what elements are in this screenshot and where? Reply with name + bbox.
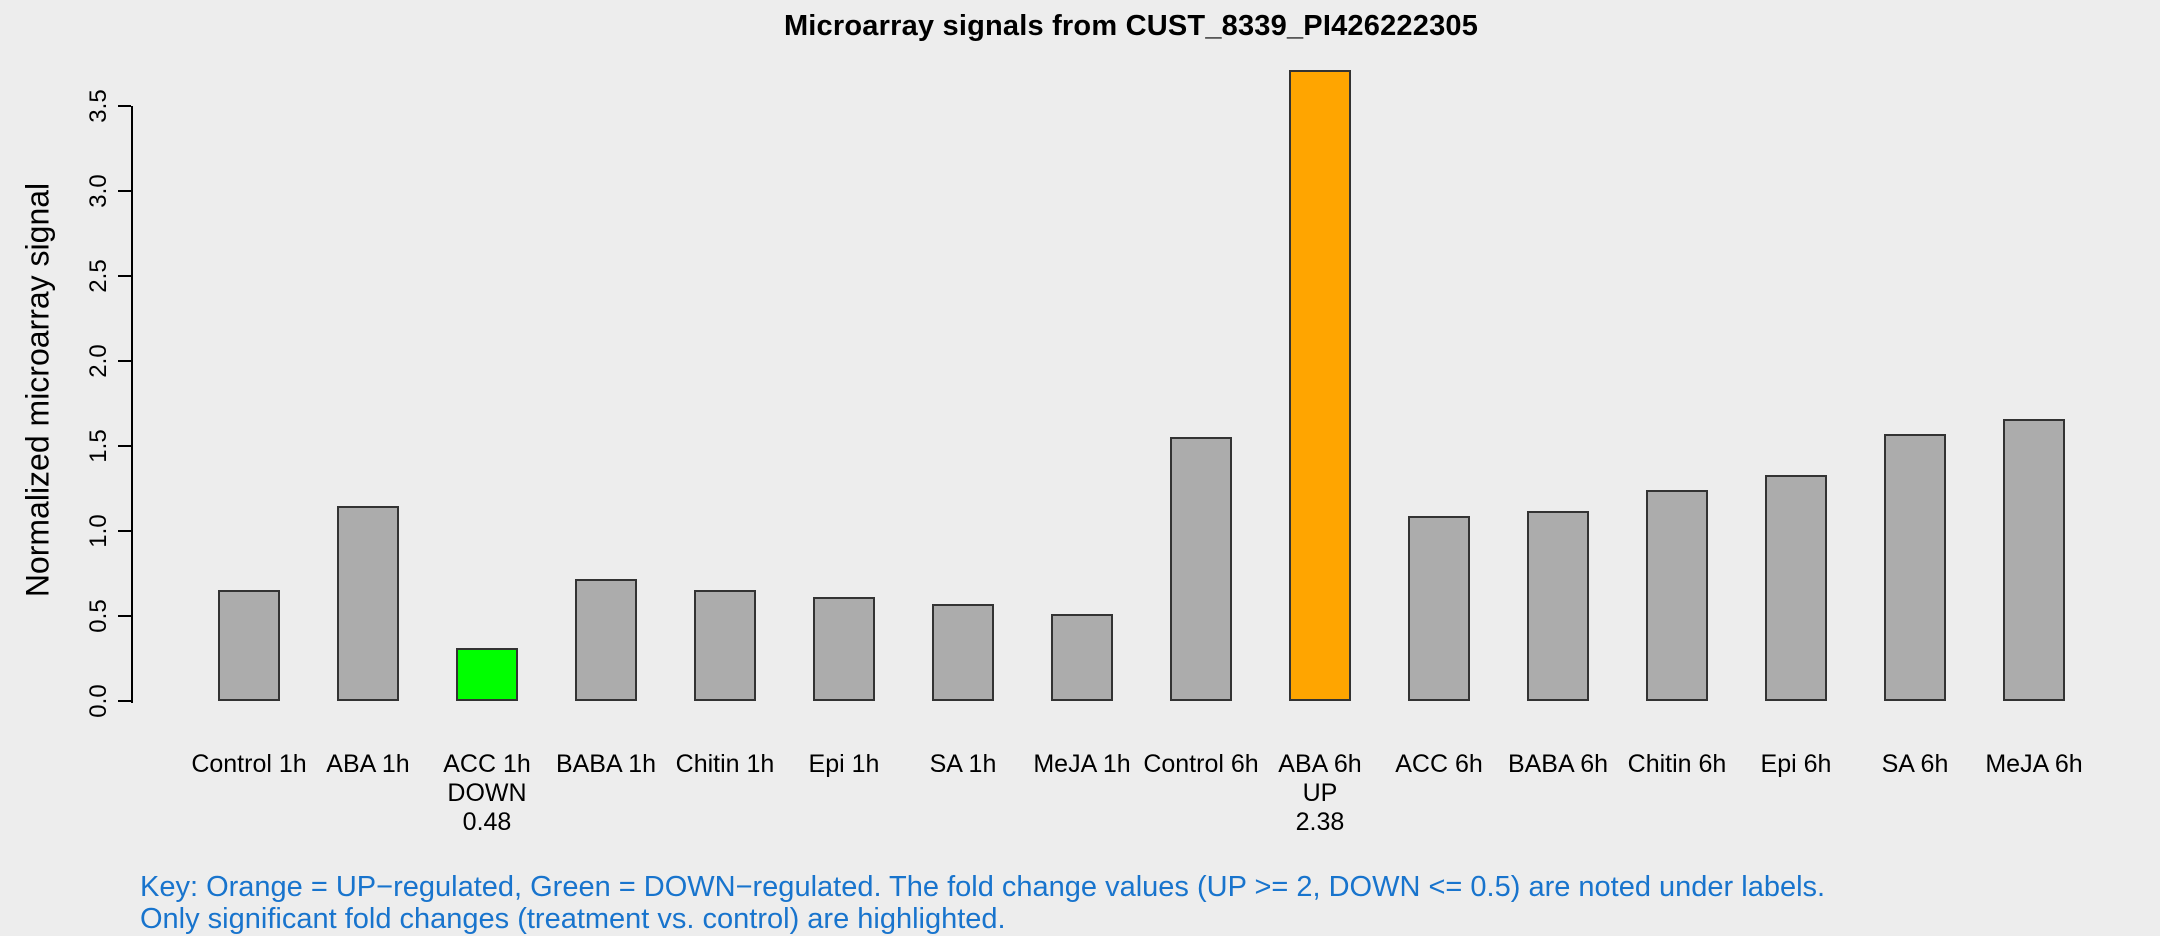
y-tick-mark [118,105,131,107]
x-label-text: BABA 1h [555,750,657,778]
x-label-chitin-6h: Chitin 6h [1628,750,1727,779]
x-label-text: ACC 1h [443,750,531,778]
x-label-control-1h: Control 1h [191,750,306,779]
bar-aba-1h [337,506,399,701]
x-label-text: MeJA 1h [1033,750,1131,778]
bar-sa-1h [932,604,994,701]
y-tick-mark [118,445,131,447]
x-label-acc-6h: ACC 6h [1395,750,1483,779]
x-label-text: BABA 6h [1507,750,1609,778]
x-label-aba-1h: ABA 1h [326,750,409,779]
x-label-text: ACC 6h [1395,750,1483,778]
regulation-direction-label: UP [1302,779,1338,807]
y-tick-label: 0.5 [85,599,112,633]
y-tick-mark [118,700,131,702]
x-label-text: ABA 6h [1278,750,1362,778]
bar-chitin-6h [1646,490,1708,701]
bar-meja-1h [1051,614,1113,701]
x-label-acc-1h: ACC 1h DOWN 0.48 [443,750,531,837]
x-label-text: ABA 1h [326,750,410,778]
y-tick-mark [118,360,131,362]
fold-change-value: 2.38 [1295,808,1345,836]
bar-baba-6h [1527,511,1589,701]
y-axis-title: Normalized microarray signal [19,182,56,598]
y-tick-label: 1.5 [85,429,112,463]
x-label-meja-1h: MeJA 1h [1033,750,1130,779]
x-label-control-6h: Control 6h [1143,750,1258,779]
y-tick-label: 3.5 [85,89,112,123]
chart-title: Microarray signals from CUST_8339_PI4262… [783,10,1479,42]
x-label-meja-6h: MeJA 6h [1985,750,2082,779]
x-label-text: Epi 1h [808,750,880,778]
chart-key-note: Key: Orange = UP−regulated, Green = DOWN… [140,871,1825,935]
x-label-baba-1h: BABA 1h [556,750,656,779]
bar-acc-6h [1408,516,1470,701]
y-tick-mark [118,275,131,277]
fold-change-value: 0.48 [462,808,512,836]
bar-control-1h [218,590,280,701]
y-tick-label: 2.5 [85,259,112,293]
bar-sa-6h [1884,434,1946,701]
bar-aba-6h [1289,70,1351,701]
x-label-text: Control 6h [1143,750,1259,778]
bar-meja-6h [2003,419,2065,701]
y-tick-label: 0.0 [85,684,112,718]
x-label-baba-6h: BABA 6h [1508,750,1608,779]
bar-control-6h [1170,437,1232,701]
bar-baba-1h [575,579,637,701]
bar-acc-1h [456,648,518,701]
x-label-sa-1h: SA 1h [930,750,997,779]
key-note-line1: Key: Orange = UP−regulated, Green = DOWN… [140,871,1826,903]
x-label-aba-6h: ABA 6h UP 2.38 [1278,750,1361,837]
x-label-sa-6h: SA 6h [1882,750,1949,779]
y-axis-line [131,106,133,703]
y-tick-label: 1.0 [85,514,112,548]
x-label-text: Control 1h [191,750,307,778]
bar-epi-1h [813,597,875,701]
x-label-epi-1h: Epi 1h [809,750,880,779]
x-label-text: SA 1h [929,750,997,778]
x-label-text: MeJA 6h [1985,750,2083,778]
x-label-text: Chitin 6h [1627,750,1727,778]
bar-epi-6h [1765,475,1827,701]
y-tick-mark [118,190,131,192]
x-label-text: Epi 6h [1760,750,1832,778]
x-label-text: SA 6h [1881,750,1949,778]
y-tick-label: 2.0 [85,344,112,378]
bar-chitin-1h [694,590,756,701]
regulation-direction-label: DOWN [447,779,527,807]
y-tick-label: 3.0 [85,174,112,208]
x-label-chitin-1h: Chitin 1h [676,750,775,779]
x-label-epi-6h: Epi 6h [1761,750,1832,779]
y-tick-mark [118,615,131,617]
y-tick-mark [118,530,131,532]
key-note-line2: Only significant fold changes (treatment… [140,903,1006,935]
x-label-text: Chitin 1h [675,750,775,778]
